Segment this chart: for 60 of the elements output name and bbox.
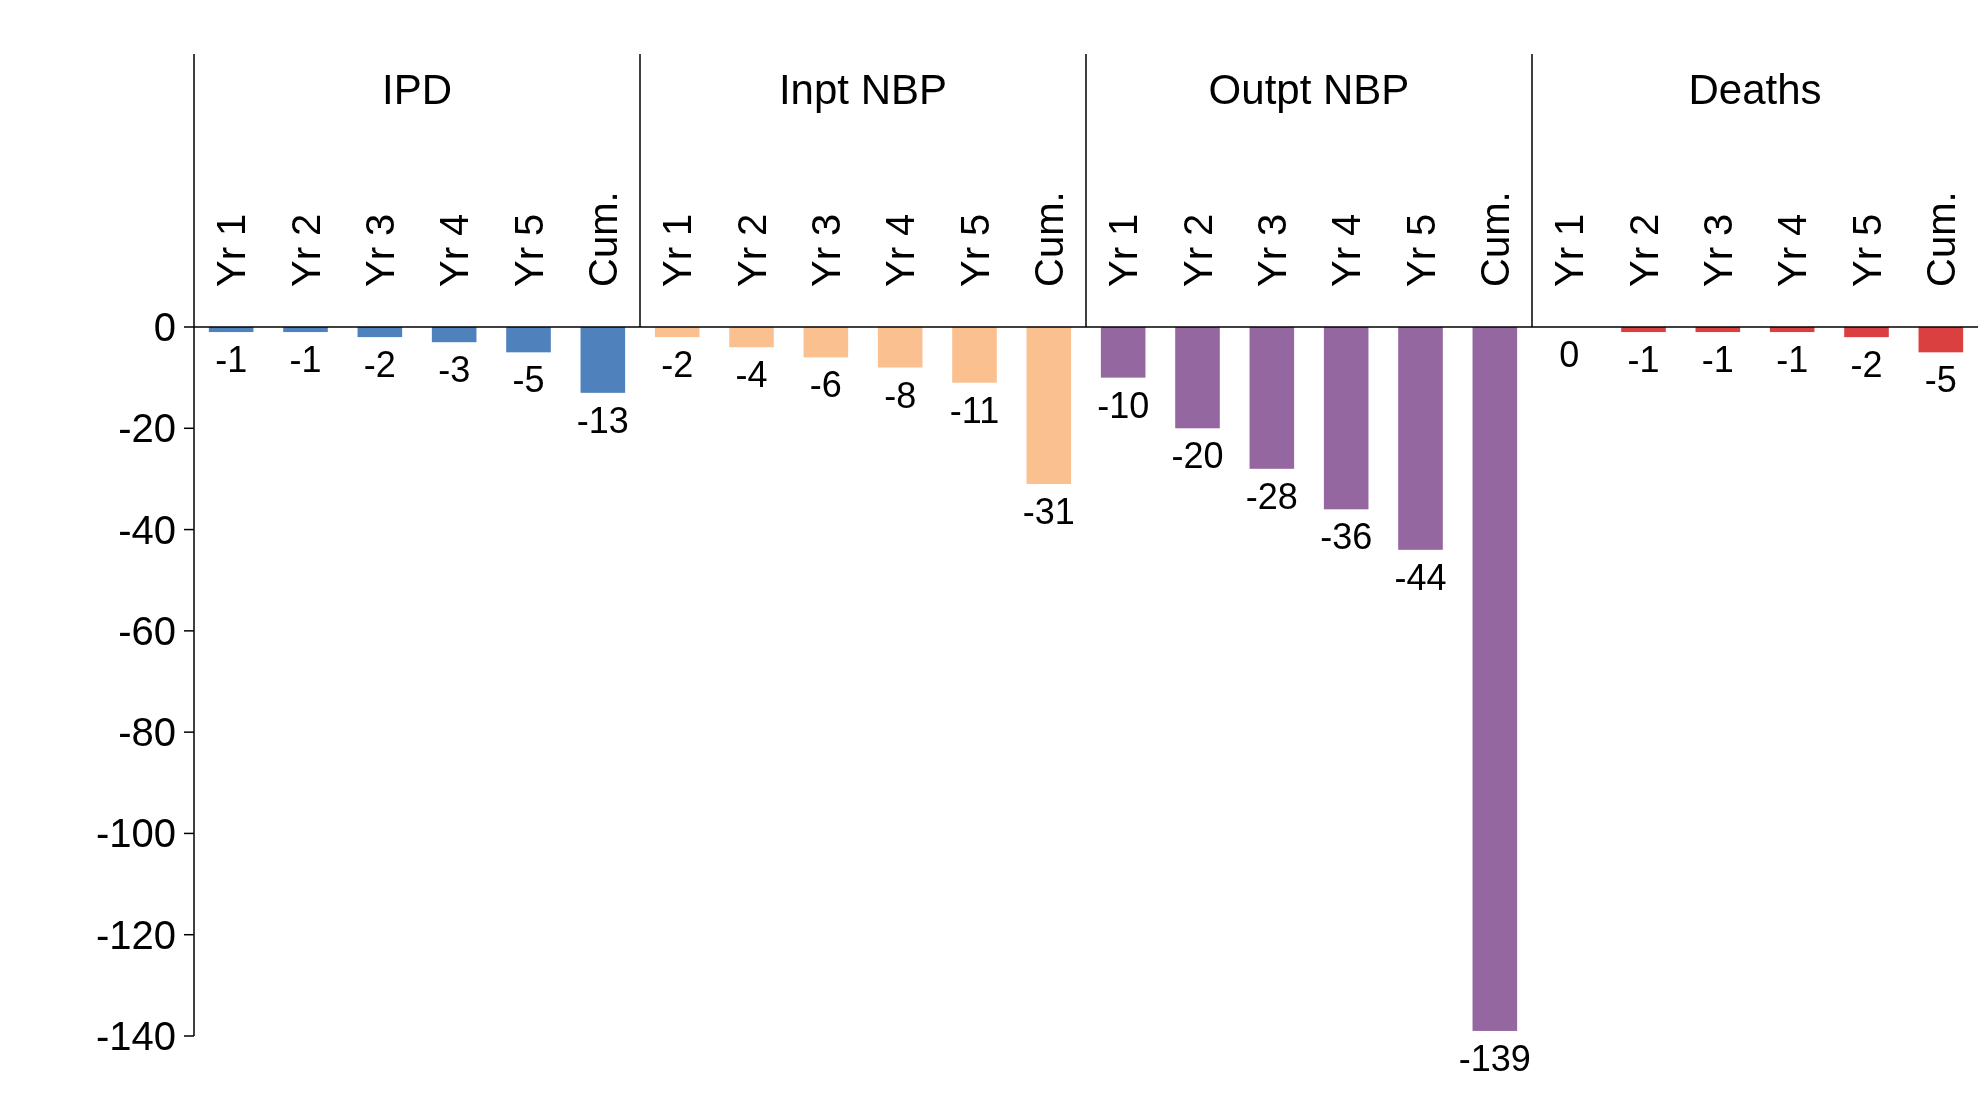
x-tick-label: Yr 2: [729, 213, 774, 287]
y-tick-label: -100: [95, 811, 176, 856]
data-label: -3: [438, 349, 471, 391]
x-tick-label: Yr 2: [1175, 213, 1220, 287]
data-label: -13: [576, 399, 629, 441]
y-tick-label: -140: [95, 1014, 176, 1058]
data-label: -1: [289, 339, 322, 381]
x-tick-label: Cum.: [1472, 191, 1517, 287]
data-label: -2: [661, 344, 694, 386]
x-tick-label: Yr 4: [878, 213, 923, 287]
data-label: -139: [1458, 1037, 1531, 1079]
data-label: -1: [215, 339, 248, 381]
x-tick-label: Yr 5: [952, 213, 997, 287]
y-tick-label: -120: [95, 912, 176, 957]
x-tick-label: Yr 4: [1324, 213, 1369, 287]
x-tick-label: Yr 3: [1695, 213, 1740, 287]
data-label: -28: [1245, 475, 1298, 517]
x-tick-label: Yr 1: [1101, 213, 1146, 287]
data-label: -4: [735, 354, 768, 396]
text: Outpt NBP: [1208, 65, 1410, 113]
text: Inpt NBP: [778, 65, 948, 113]
x-tick-label: Yr 4: [1770, 213, 1815, 287]
data-label: -2: [363, 344, 396, 386]
data-label: -11: [949, 389, 1000, 431]
y-tick-label: -60: [118, 608, 176, 653]
y-tick-label: -40: [118, 507, 176, 552]
data-label: 0: [1559, 334, 1580, 375]
x-tick-label: Yr 1: [655, 213, 700, 287]
data-label: -31: [1022, 490, 1075, 532]
data-label: -44: [1394, 556, 1447, 598]
x-tick-label: Yr 4: [432, 213, 477, 287]
y-tick-label: 0: [153, 305, 176, 349]
data-label: -5: [512, 359, 545, 401]
x-tick-label: Yr 5: [1398, 213, 1443, 287]
x-tick-label: Yr 2: [283, 213, 328, 287]
y-tick-label: -80: [118, 710, 176, 755]
x-tick-label: Yr 3: [357, 213, 402, 287]
x-tick-label: Yr 3: [803, 213, 848, 287]
data-label: -36: [1320, 516, 1373, 558]
x-tick-label: Yr 3: [1249, 213, 1294, 287]
data-label: -1: [1776, 339, 1809, 381]
text: Deaths: [1688, 65, 1822, 113]
data-label: -1: [1627, 339, 1660, 381]
text: IPD: [381, 65, 453, 113]
x-tick-label: Yr 1: [209, 213, 254, 287]
y-tick-label: -20: [118, 406, 176, 451]
x-tick-label: Yr 2: [1621, 213, 1666, 287]
x-tick-label: Yr 5: [506, 213, 551, 287]
data-label: -10: [1097, 384, 1150, 426]
x-tick-label: Cum.: [1026, 191, 1071, 287]
data-label: -5: [1924, 359, 1957, 401]
data-label: -6: [809, 364, 842, 406]
data-label: -1: [1701, 339, 1734, 381]
data-label: -8: [884, 374, 917, 416]
x-tick-label: Yr 5: [1844, 213, 1889, 287]
data-label: -20: [1171, 435, 1224, 477]
x-tick-label: Yr 1: [1547, 213, 1592, 287]
x-tick-label: Cum.: [1918, 191, 1963, 287]
data-label: -2: [1850, 344, 1883, 386]
x-tick-label: Cum.: [580, 191, 625, 287]
